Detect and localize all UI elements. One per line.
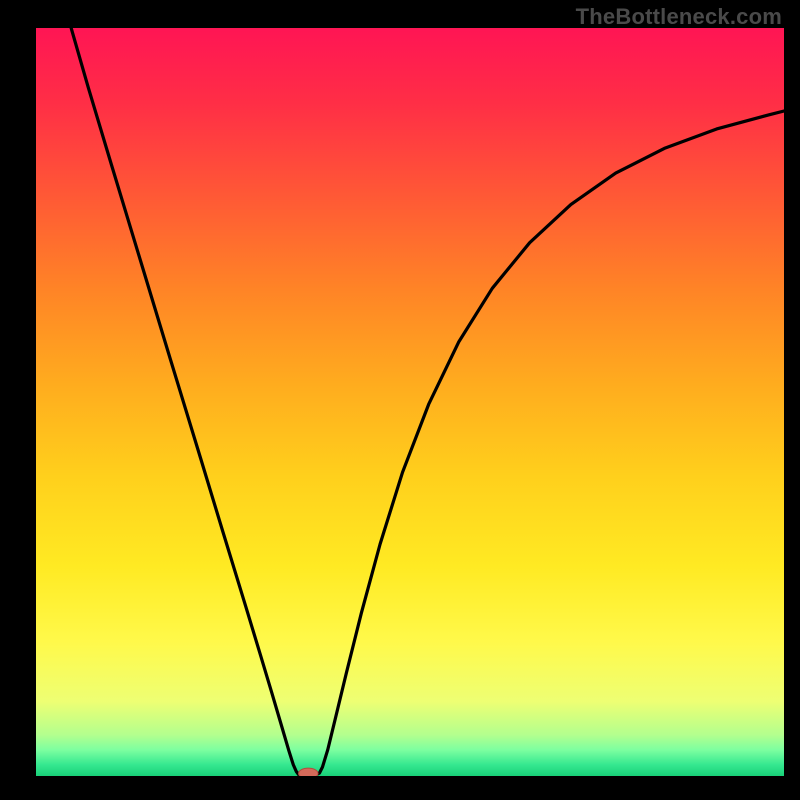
plot-area xyxy=(36,28,784,776)
chart-container: TheBottleneck.com xyxy=(0,0,800,800)
watermark-text: TheBottleneck.com xyxy=(576,4,782,30)
optimal-point-marker xyxy=(299,768,318,776)
gradient-background xyxy=(36,28,784,776)
